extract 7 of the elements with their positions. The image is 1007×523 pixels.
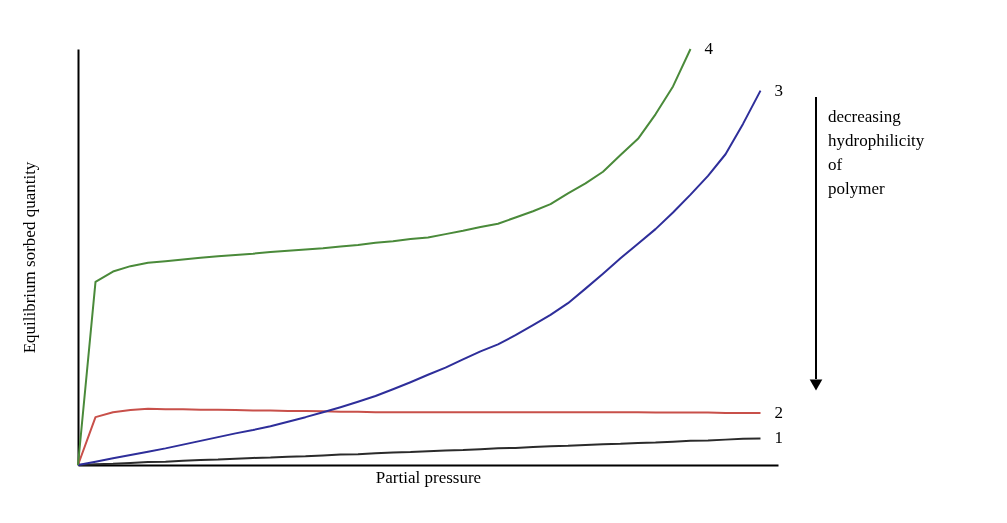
series-label: 2 (774, 403, 783, 422)
series-label: 1 (774, 428, 783, 448)
y-axis-title: Equilibrium sorbed quantity (19, 161, 39, 354)
series-label: 4 (704, 39, 714, 58)
series-label: 3 (774, 80, 783, 100)
text: decreasing hydrophilicity of polymer (828, 107, 925, 198)
x-axis-title: Partial pressure (375, 467, 482, 487)
